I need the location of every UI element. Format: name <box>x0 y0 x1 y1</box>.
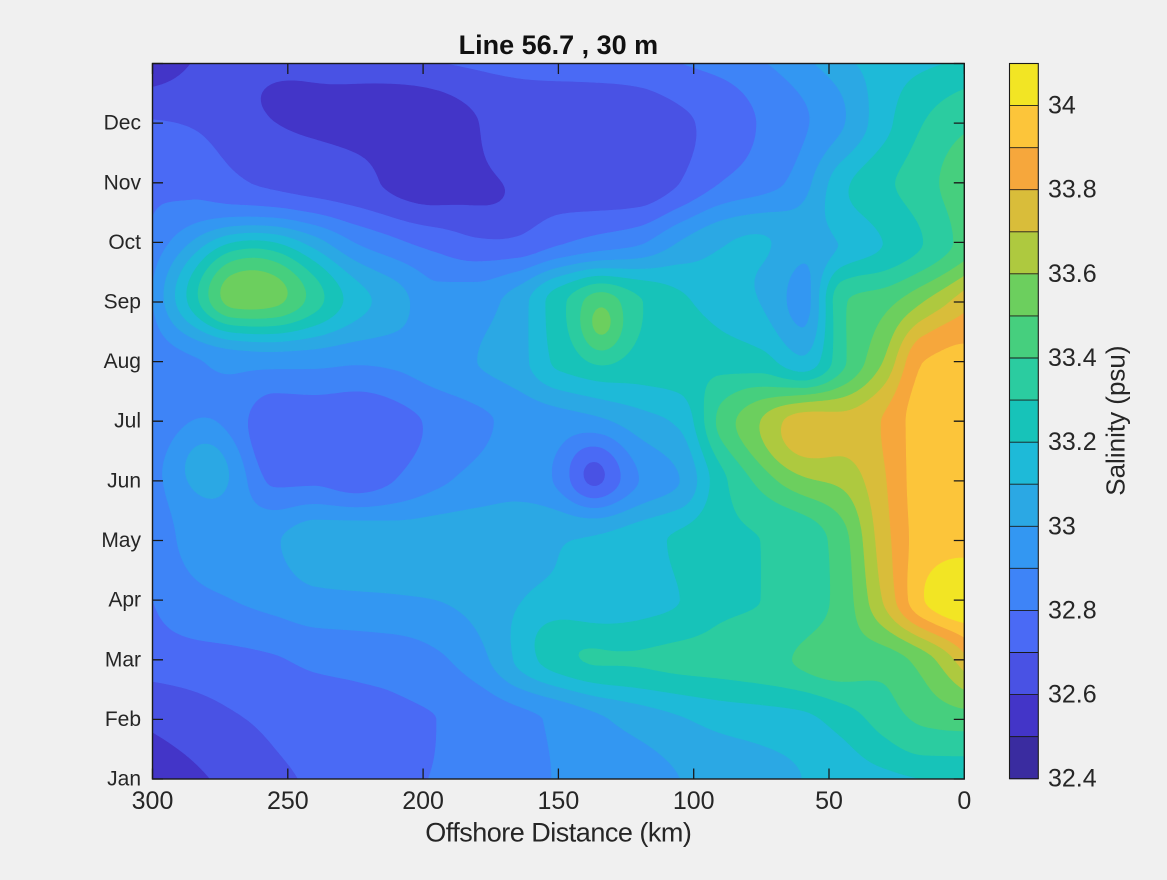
svg-text:33.6: 33.6 <box>1048 260 1097 288</box>
svg-text:0: 0 <box>957 787 971 815</box>
svg-text:32.4: 32.4 <box>1048 765 1097 793</box>
svg-text:33.4: 33.4 <box>1048 344 1097 372</box>
svg-text:Salinity (psu): Salinity (psu) <box>1101 345 1131 495</box>
svg-text:Sep: Sep <box>104 291 141 314</box>
svg-text:33.8: 33.8 <box>1048 176 1097 204</box>
svg-text:33.2: 33.2 <box>1048 428 1097 456</box>
svg-text:Jan: Jan <box>107 768 141 791</box>
svg-text:Line 56.7 , 30 m: Line 56.7 , 30 m <box>459 30 659 60</box>
svg-text:100: 100 <box>673 787 715 815</box>
svg-text:300: 300 <box>132 787 174 815</box>
svg-text:150: 150 <box>538 787 580 815</box>
svg-text:Jun: Jun <box>107 469 141 492</box>
svg-text:Dec: Dec <box>104 112 141 135</box>
svg-text:Aug: Aug <box>104 350 141 373</box>
svg-text:50: 50 <box>815 787 843 815</box>
svg-text:33: 33 <box>1048 512 1076 540</box>
svg-text:Feb: Feb <box>105 708 141 731</box>
svg-text:250: 250 <box>267 787 309 815</box>
svg-text:32.6: 32.6 <box>1048 681 1097 709</box>
svg-text:Offshore Distance (km): Offshore Distance (km) <box>425 818 691 848</box>
svg-text:Nov: Nov <box>104 171 142 194</box>
svg-text:32.8: 32.8 <box>1048 596 1097 624</box>
svg-text:May: May <box>101 529 141 552</box>
svg-text:34: 34 <box>1048 92 1076 120</box>
svg-text:Apr: Apr <box>108 589 141 612</box>
svg-text:Mar: Mar <box>105 648 141 671</box>
svg-text:200: 200 <box>402 787 444 815</box>
svg-text:Jul: Jul <box>114 410 141 433</box>
svg-text:Oct: Oct <box>108 231 141 254</box>
